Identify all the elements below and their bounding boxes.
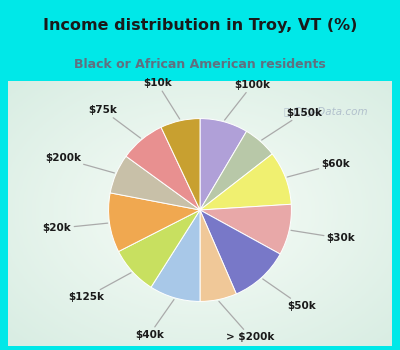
Wedge shape: [200, 154, 291, 210]
Text: $30k: $30k: [291, 230, 356, 243]
Wedge shape: [108, 193, 200, 252]
Text: $50k: $50k: [263, 279, 316, 311]
Wedge shape: [200, 210, 236, 301]
Wedge shape: [200, 119, 246, 210]
Wedge shape: [200, 210, 280, 294]
Wedge shape: [151, 210, 200, 301]
Text: $150k: $150k: [262, 107, 322, 140]
Text: $125k: $125k: [68, 273, 131, 302]
Wedge shape: [110, 156, 200, 210]
Text: $75k: $75k: [88, 105, 140, 138]
Text: $40k: $40k: [135, 300, 174, 339]
Wedge shape: [200, 131, 272, 210]
Text: $60k: $60k: [287, 159, 350, 177]
Wedge shape: [200, 204, 292, 254]
Text: ⓘ City-Data.com: ⓘ City-Data.com: [284, 107, 368, 117]
Text: > $200k: > $200k: [219, 301, 275, 342]
Text: $10k: $10k: [143, 78, 180, 119]
Wedge shape: [126, 127, 200, 210]
Text: $20k: $20k: [43, 223, 108, 233]
Text: $100k: $100k: [225, 80, 270, 120]
Wedge shape: [118, 210, 200, 287]
Text: $200k: $200k: [45, 153, 114, 173]
Text: Black or African American residents: Black or African American residents: [74, 58, 326, 71]
Text: Income distribution in Troy, VT (%): Income distribution in Troy, VT (%): [43, 18, 357, 33]
Wedge shape: [161, 119, 200, 210]
